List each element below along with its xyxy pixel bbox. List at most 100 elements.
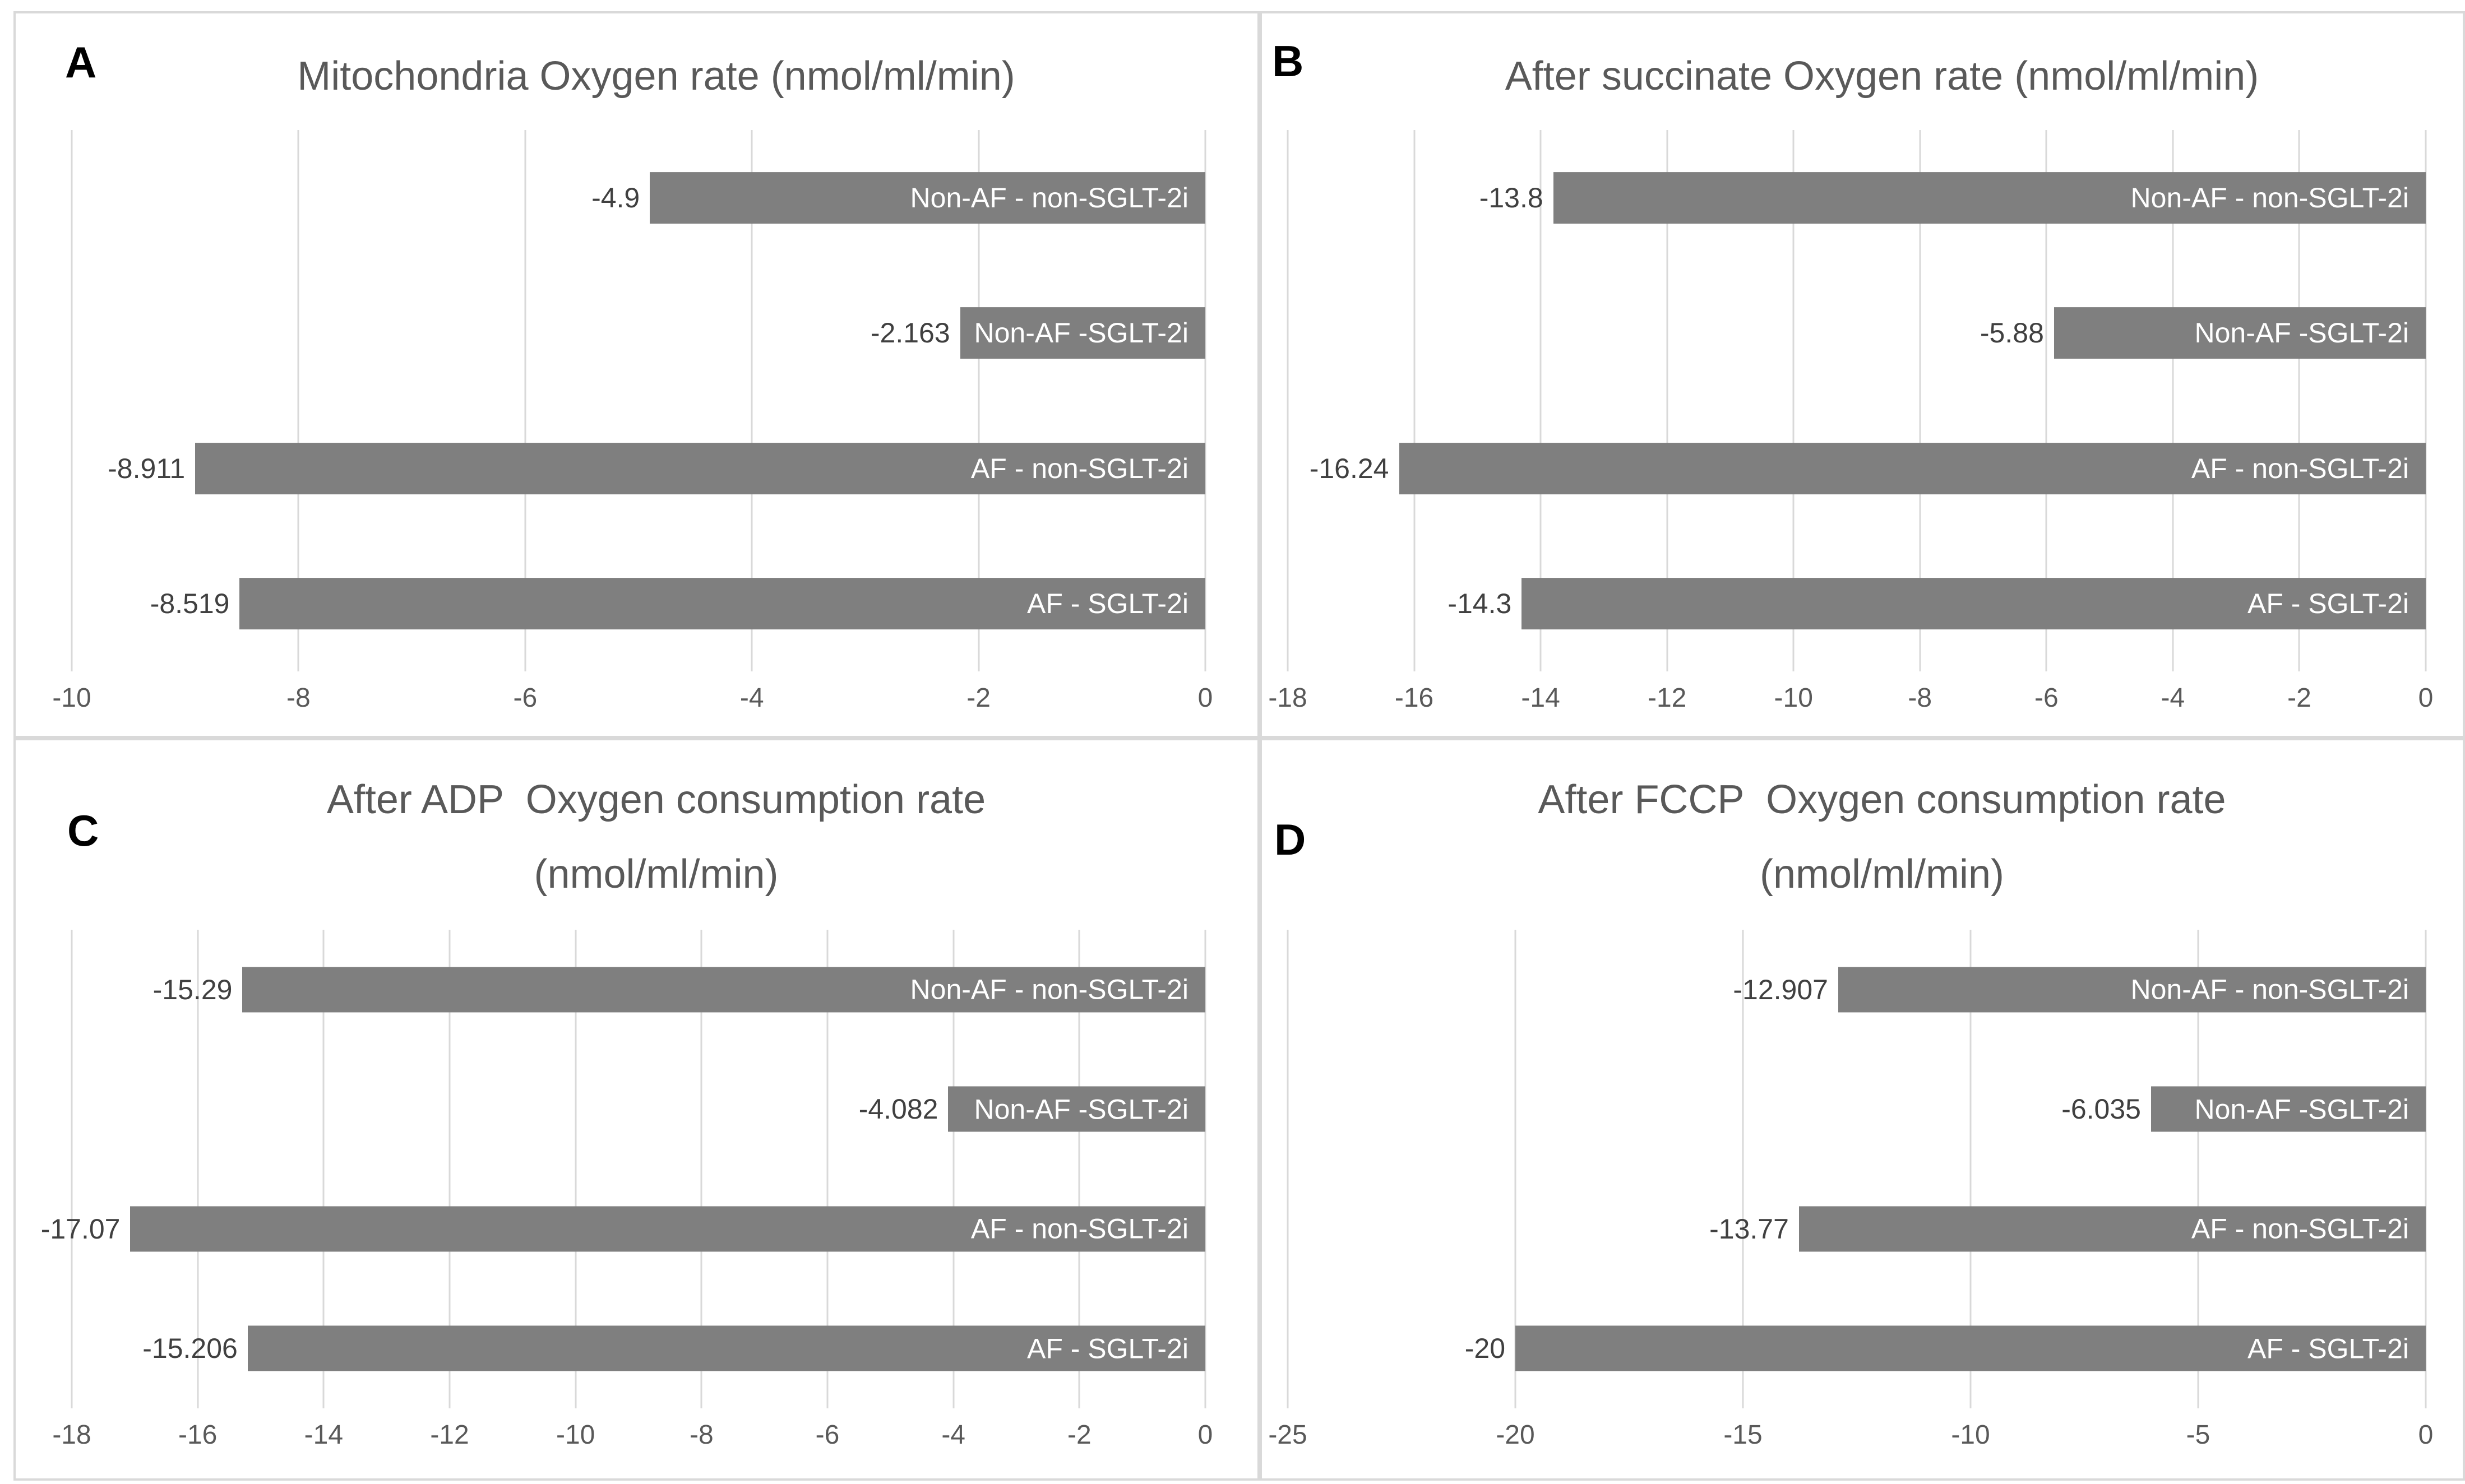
x-axis: -25 -20 -15 -10 -5 0 [1268, 1420, 2433, 1459]
gridline [2197, 930, 2199, 1408]
x-axis: -18 -16 -14 -12 -10 -8 -6 -4 -2 0 [1268, 683, 2433, 722]
gridline [2425, 930, 2427, 1408]
bar-row: Non-AF -SGLT-2i -2.163 [72, 266, 1205, 401]
bar-row: AF - non-SGLT-2i -13.77 [1288, 1169, 2426, 1289]
bar-value-label: -13.8 [1479, 182, 1543, 214]
chart-title: After succinate Oxygen rate (nmol/ml/min… [1505, 54, 2259, 99]
bar-value-label: -14.3 [1447, 588, 1512, 620]
x-axis-tick-label: 0 [2418, 683, 2434, 713]
bar-category-label: Non-AF -SGLT-2i [2194, 317, 2409, 349]
bar-category-label: AF - SGLT-2i [1026, 588, 1188, 620]
gridline [1413, 130, 1416, 671]
x-axis-tick-label: -12 [1647, 683, 1687, 713]
x-axis-tick-label: -15 [1723, 1420, 1763, 1450]
bar-category-label: Non-AF -SGLT-2i [974, 1093, 1189, 1125]
plot-area: Non-AF - non-SGLT-2i -12.907 Non-AF -SGLT-… [1268, 930, 2433, 1450]
chart-title: Mitochondria Oxygen rate (nmol/ml/min) [297, 54, 1015, 99]
bar: Non-AF - non-SGLT-2i [1553, 171, 2426, 224]
x-axis-tick-label: -10 [1951, 1420, 1990, 1450]
bar-row: Non-AF -SGLT-2i -4.082 [72, 1050, 1205, 1170]
gridline [71, 130, 73, 671]
panel-letter: A [65, 38, 97, 87]
x-axis-tick-label: -4 [941, 1420, 965, 1450]
x-axis-tick-label: -2 [966, 683, 991, 713]
gridline [1287, 930, 1289, 1408]
bar: Non-AF - non-SGLT-2i [242, 967, 1205, 1013]
x-axis-tick-label: -4 [739, 683, 764, 713]
bar: AF - non-SGLT-2i [130, 1206, 1205, 1252]
panel-letter: D [1274, 815, 1306, 864]
bar-row: Non-AF - non-SGLT-2i -12.907 [1288, 930, 2426, 1050]
x-axis-tick-label: -8 [286, 683, 311, 713]
plot-area: Non-AF - non-SGLT-2i -13.8 Non-AF -SGLT-2i… [1268, 130, 2433, 713]
x-axis-tick-label: -5 [2186, 1420, 2210, 1450]
bar-row: AF - non-SGLT-2i -8.911 [72, 401, 1205, 536]
x-axis-tick-label: -10 [52, 683, 91, 713]
bar-category-label: AF - non-SGLT-2i [970, 452, 1188, 484]
gridline [700, 930, 702, 1408]
bar-category-label: Non-AF - non-SGLT-2i [2130, 973, 2409, 1005]
x-axis-tick-label: -6 [513, 683, 538, 713]
bar-category-label: AF - non-SGLT-2i [2191, 452, 2409, 484]
gridline [1078, 930, 1080, 1408]
gridline [322, 930, 325, 1408]
x-axis-tick-label: -2 [2287, 683, 2311, 713]
bar-row: AF - SGLT-2i -8.519 [72, 536, 1205, 672]
gridline [575, 930, 577, 1408]
bar: AF - SGLT-2i [247, 1325, 1205, 1371]
gridline [1919, 130, 1921, 671]
gridline [1792, 130, 1795, 671]
bar: Non-AF - non-SGLT-2i [1838, 967, 2426, 1013]
bar-row: AF - non-SGLT-2i -17.07 [41, 1169, 1205, 1289]
bar: AF - SGLT-2i [239, 578, 1205, 630]
bar: AF - non-SGLT-2i [195, 442, 1205, 494]
bar: Non-AF -SGLT-2i [960, 307, 1205, 359]
x-axis-tick-label: 0 [1197, 1420, 1213, 1450]
bar-value-label: -15.29 [152, 973, 233, 1005]
gridline [978, 130, 980, 671]
bar: AF - SGLT-2i [1515, 1325, 2426, 1371]
gridline [826, 930, 829, 1408]
bar-value-label: -4.082 [858, 1093, 938, 1125]
bar-row: AF - SGLT-2i -14.3 [1288, 536, 2426, 672]
gridline [1539, 130, 1542, 671]
gridline [197, 930, 199, 1408]
panel-letter: B [1272, 36, 1304, 86]
x-axis: -10 -8 -6 -4 -2 0 [52, 683, 1213, 722]
gridline [1742, 930, 1744, 1408]
bar: Non-AF -SGLT-2i [2150, 1086, 2426, 1132]
bar-category-label: AF - non-SGLT-2i [970, 1213, 1188, 1245]
gridline [1514, 930, 1516, 1408]
gridline [751, 130, 753, 671]
bar: AF - SGLT-2i [1521, 578, 2426, 630]
gridline [1204, 130, 1206, 671]
bar: AF - non-SGLT-2i [1399, 442, 2426, 494]
gridline [1204, 930, 1206, 1408]
bar: Non-AF - non-SGLT-2i [650, 171, 1205, 224]
bar-category-label: Non-AF - non-SGLT-2i [2130, 182, 2409, 214]
bar-row: Non-AF - non-SGLT-2i -4.9 [72, 130, 1205, 266]
bar-value-label: -5.88 [1980, 317, 2044, 349]
panel-a: A Mitochondria Oxygen rate (nmol/ml/min)… [13, 11, 1260, 738]
bar-value-label: -16.24 [1309, 452, 1389, 484]
x-axis-tick-label: -18 [1268, 683, 1307, 713]
x-axis-tick-label: -6 [815, 1420, 840, 1450]
bar-value-label: -20 [1464, 1333, 1505, 1365]
bar-row: AF - non-SGLT-2i -16.24 [1288, 401, 2426, 536]
x-axis-tick-label: -14 [1521, 683, 1560, 713]
gridline [952, 930, 955, 1408]
bar-row: AF - SGLT-2i -20 [1288, 1289, 2426, 1409]
x-axis-tick-label: -10 [1774, 683, 1813, 713]
chart-title: After ADP Oxygen consumption rate (nmol/… [326, 777, 986, 897]
x-axis-tick-label: -6 [2034, 683, 2059, 713]
bar-value-label: -2.163 [870, 317, 950, 349]
x-axis-tick-label: -20 [1496, 1420, 1535, 1450]
x-axis-tick-label: -25 [1268, 1420, 1307, 1450]
bar-category-label: Non-AF -SGLT-2i [974, 317, 1189, 349]
gridline [2425, 130, 2427, 671]
x-axis-tick-label: -16 [1394, 683, 1434, 713]
bar: Non-AF -SGLT-2i [2054, 307, 2426, 359]
bar-row: Non-AF - non-SGLT-2i -15.29 [72, 930, 1205, 1050]
x-axis-tick-label: -8 [689, 1420, 714, 1450]
